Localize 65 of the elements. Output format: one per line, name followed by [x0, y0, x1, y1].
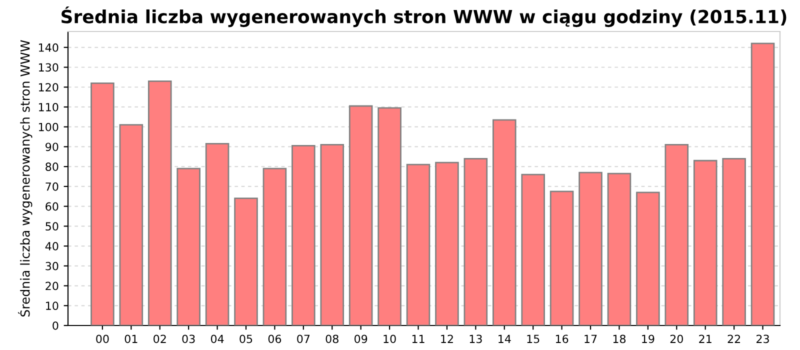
bar — [435, 162, 459, 326]
x-tick-label: 10 — [384, 334, 396, 344]
bar — [578, 172, 602, 326]
y-tick-label: 140 — [38, 43, 58, 52]
y-tick-label: 60 — [46, 202, 58, 211]
chart-title: Średnia liczba wygenerowanych stron WWW w ciągu godziny (2015.11) — [62, 6, 786, 28]
bar — [664, 144, 689, 326]
y-tick-label: 0 — [52, 321, 58, 330]
y-tick-label: 10 — [46, 302, 58, 310]
bar — [550, 190, 574, 326]
bar — [636, 192, 660, 326]
x-tick-label: 22 — [728, 334, 740, 343]
bar — [521, 174, 545, 326]
y-axis-title: Średnia liczba wygenerowanych stron WWW — [18, 40, 32, 316]
bar — [406, 164, 430, 326]
bar — [693, 160, 718, 326]
y-tick-label: 70 — [46, 182, 58, 191]
x-tick-label: 21 — [699, 334, 712, 343]
x-tick-label: 16 — [556, 334, 568, 344]
y-tick-label: 40 — [45, 242, 58, 250]
bar — [348, 105, 373, 326]
x-tick-label: 19 — [642, 334, 654, 344]
x-tick-label: 15 — [527, 334, 540, 344]
x-tick-label: 12 — [441, 334, 453, 343]
y-tick-label: 80 — [46, 162, 58, 171]
x-tick-label: 17 — [584, 334, 597, 343]
y-tick-label: 120 — [38, 83, 58, 92]
bar — [262, 168, 287, 326]
bar — [378, 107, 402, 326]
x-tick-label: 11 — [412, 334, 424, 343]
x-tick-label: 04 — [210, 334, 224, 344]
bar — [234, 198, 258, 326]
x-tick-label: 14 — [498, 334, 511, 343]
y-tick-label: 30 — [46, 262, 58, 270]
bar — [205, 143, 230, 326]
bar — [148, 80, 172, 326]
y-tick-label: 50 — [46, 222, 58, 231]
bar — [607, 172, 632, 326]
y-tick-label: 130 — [38, 63, 58, 72]
y-tick-label: 20 — [46, 282, 58, 290]
x-tick-label: 03 — [182, 334, 195, 344]
x-tick-label: 06 — [268, 334, 282, 344]
x-tick-label: 23 — [756, 334, 769, 344]
bar — [320, 144, 344, 326]
bar — [722, 158, 746, 326]
x-tick-label: 02 — [154, 334, 166, 344]
x-tick-label: 00 — [96, 334, 109, 344]
x-tick-label: 18 — [613, 334, 626, 344]
x-tick-label: 13 — [470, 334, 482, 344]
bar — [292, 145, 316, 326]
y-tick-label: 90 — [46, 142, 58, 152]
y-tick-label: 100 — [38, 122, 58, 132]
bar — [176, 168, 200, 326]
x-tick-label: 05 — [240, 334, 252, 344]
y-tick-label: 110 — [38, 102, 58, 112]
bar — [750, 42, 775, 326]
bar — [119, 124, 144, 326]
bar — [464, 158, 488, 326]
bar — [492, 119, 516, 326]
x-tick-label: 09 — [354, 334, 368, 344]
bar — [90, 82, 114, 326]
x-tick-label: 08 — [326, 334, 338, 344]
x-tick-label: 01 — [124, 334, 138, 344]
x-tick-label: 20 — [670, 334, 683, 344]
x-tick-label: 07 — [297, 334, 310, 344]
